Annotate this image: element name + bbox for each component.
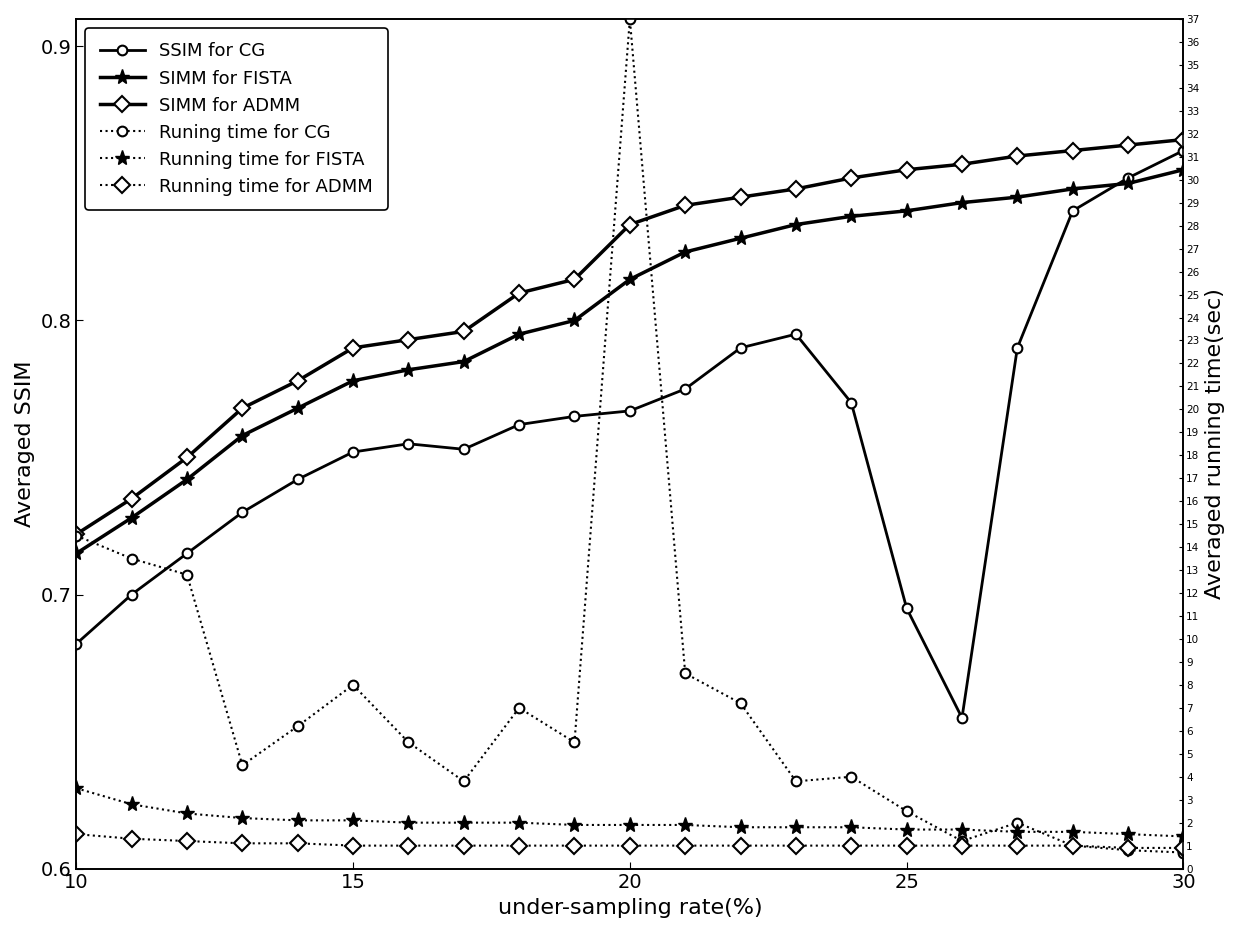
X-axis label: under-sampling rate(%): under-sampling rate(%) bbox=[497, 898, 763, 918]
Y-axis label: Averaged SSIM: Averaged SSIM bbox=[15, 360, 35, 527]
Y-axis label: Averaged running time(sec): Averaged running time(sec) bbox=[1205, 288, 1225, 599]
Legend: SSIM for CG, SIMM for FISTA, SIMM for ADMM, Runing time for CG, Running time for: SSIM for CG, SIMM for FISTA, SIMM for AD… bbox=[86, 28, 388, 210]
